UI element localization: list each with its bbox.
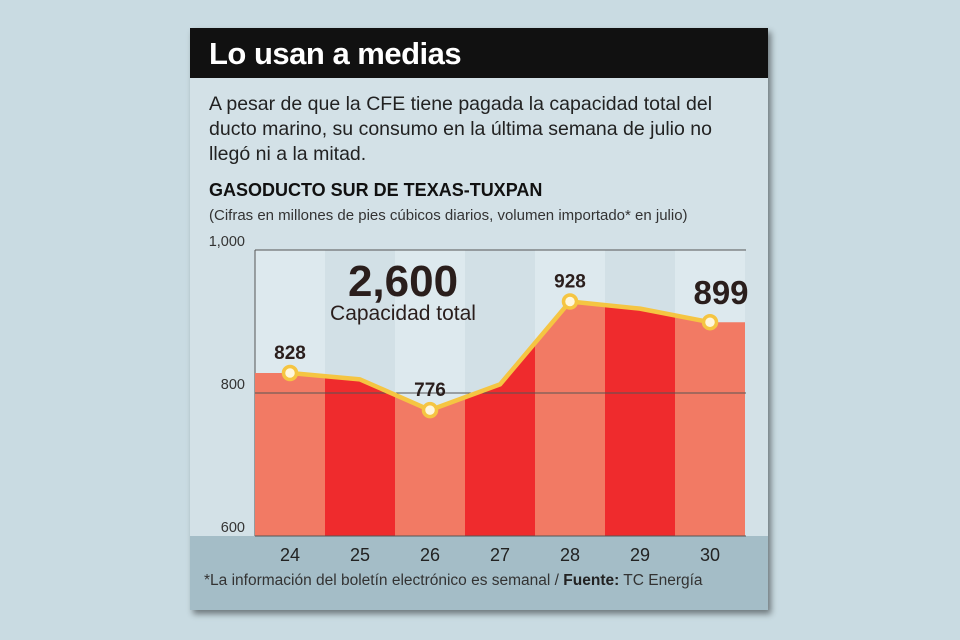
y-tick-label: 1,000 bbox=[209, 234, 245, 250]
x-axis-ticks: 24 25 26 27 28 29 30 bbox=[280, 545, 720, 565]
data-point-24 bbox=[281, 364, 299, 382]
data-label-26: 776 bbox=[414, 380, 446, 401]
x-tick-label: 28 bbox=[560, 545, 580, 565]
y-tick-label: 800 bbox=[221, 377, 245, 393]
title-bar: Lo usan a medias bbox=[190, 28, 768, 78]
footnote: *La información del boletín electrónico … bbox=[204, 572, 703, 590]
area-band-25 bbox=[325, 376, 395, 536]
data-point-28 bbox=[561, 293, 579, 310]
source-name: TC Energía bbox=[619, 572, 703, 589]
series-line-path bbox=[289, 299, 711, 413]
data-points bbox=[281, 293, 719, 419]
x-tick-label: 30 bbox=[700, 545, 720, 565]
x-tick-label: 29 bbox=[630, 545, 650, 565]
data-label-24: 828 bbox=[274, 343, 306, 364]
grid-lines-overlay bbox=[255, 249, 746, 537]
data-point-30 bbox=[701, 313, 719, 331]
data-labels: 828 776 928 899 bbox=[274, 271, 748, 401]
x-tick-label: 27 bbox=[490, 545, 510, 565]
chart-note: (Cifras en millones de pies cúbicos diar… bbox=[209, 207, 688, 224]
footnote-note: *La información del boletín electrónico … bbox=[204, 572, 564, 589]
area-bands bbox=[255, 301, 745, 536]
y-axis-ticks: 600 800 1,000 bbox=[209, 234, 245, 536]
area-band-24 bbox=[255, 372, 325, 536]
y-tick-label: 600 bbox=[221, 520, 245, 536]
data-label-30: 899 bbox=[693, 274, 748, 311]
capacity-label: Capacidad total bbox=[330, 302, 476, 325]
series-line bbox=[289, 299, 711, 413]
capacity-value: 2,600 bbox=[348, 257, 458, 306]
data-label-28: 928 bbox=[554, 271, 586, 292]
area-band-30 bbox=[675, 315, 745, 536]
source-label: Fuente: bbox=[563, 572, 620, 589]
x-tick-label: 25 bbox=[350, 545, 370, 565]
area-band-26 bbox=[395, 394, 465, 536]
page-title: Lo usan a medias bbox=[209, 36, 462, 71]
axis-band bbox=[190, 536, 768, 610]
intro-text: A pesar de que la CFE tiene pagada la ca… bbox=[209, 93, 713, 165]
area-band-29 bbox=[605, 305, 675, 536]
area-band-28 bbox=[535, 301, 605, 536]
x-tick-label: 24 bbox=[280, 545, 300, 565]
x-tick-label: 26 bbox=[420, 545, 440, 565]
infographic-card: Lo usan a medias A pesar de que la CFE t… bbox=[190, 28, 768, 610]
data-point-26 bbox=[421, 401, 439, 419]
chart-title: GASODUCTO SUR DE TEXAS-TUXPAN bbox=[209, 180, 543, 200]
